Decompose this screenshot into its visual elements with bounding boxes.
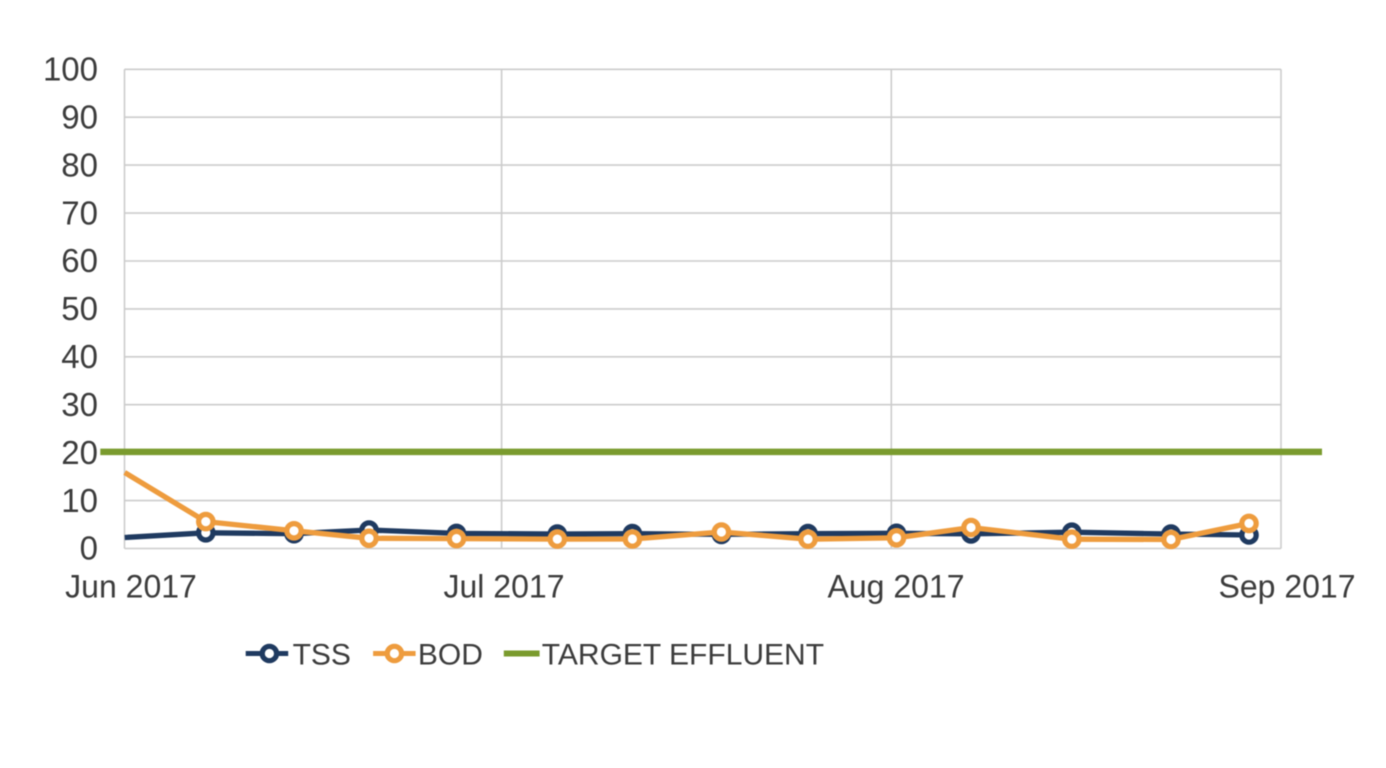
svg-text:Sep 2017: Sep 2017 [1218,569,1355,605]
svg-text:TSS: TSS [293,639,351,672]
svg-text:TARGET EFFLUENT: TARGET EFFLUENT [542,639,824,672]
svg-text:90: 90 [61,98,98,135]
svg-text:BOD: BOD [418,639,483,672]
svg-text:60: 60 [61,242,98,279]
svg-text:40: 40 [61,338,98,375]
svg-text:30: 30 [61,386,98,423]
svg-text:80: 80 [61,146,98,183]
svg-text:10: 10 [61,482,98,519]
svg-text:100: 100 [43,51,98,88]
svg-text:Jul 2017: Jul 2017 [444,569,565,605]
svg-text:0: 0 [80,530,98,567]
svg-text:50: 50 [61,290,98,327]
svg-text:Jun 2017: Jun 2017 [65,569,197,605]
svg-text:Aug 2017: Aug 2017 [827,569,964,605]
svg-text:70: 70 [61,194,98,231]
svg-text:20: 20 [61,434,98,471]
